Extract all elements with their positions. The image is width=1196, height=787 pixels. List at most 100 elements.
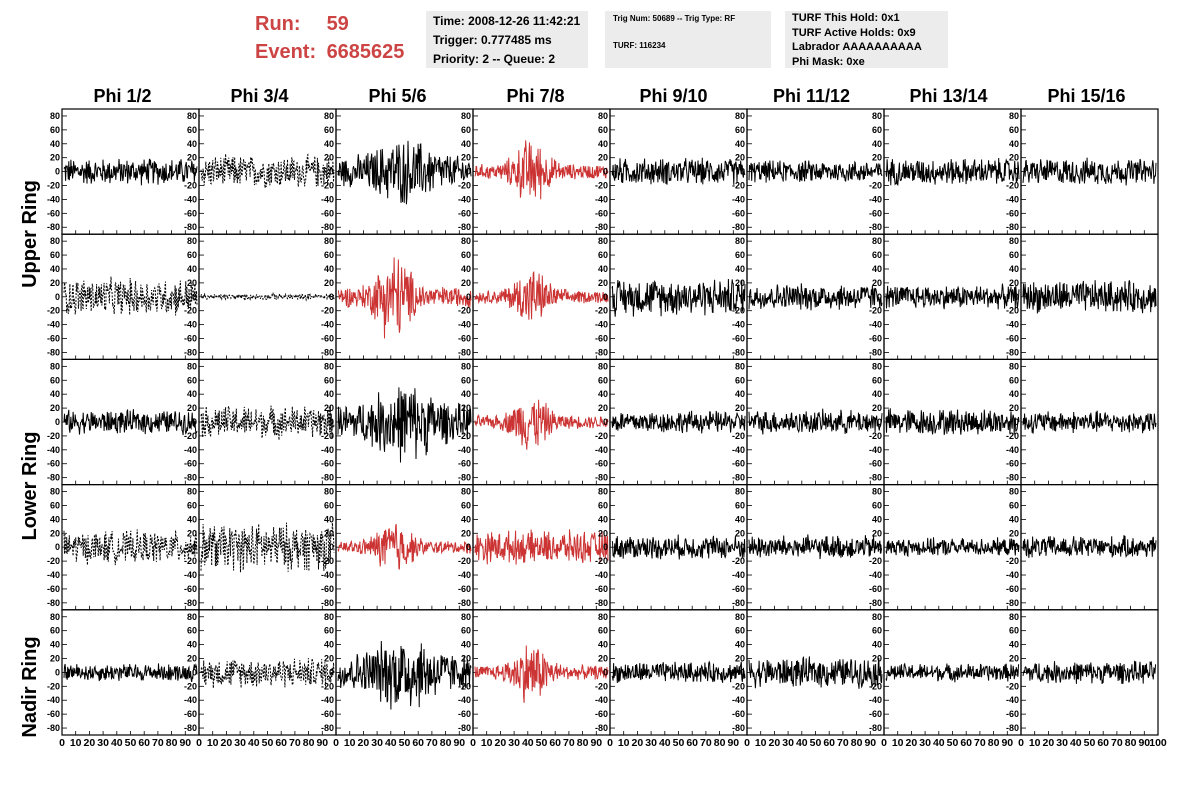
- y-tick-label: 60: [735, 375, 745, 385]
- y-tick-label: -60: [1006, 459, 1019, 469]
- y-tick-label: 40: [735, 640, 745, 650]
- y-tick-label: 20: [872, 528, 882, 538]
- panel-r1-c4: -80 -60 -40 -20 0 20 40 60 80: [458, 108, 611, 235]
- panel-r1-c1: -80 -60 -40 -20 0 20 40 60 80: [47, 108, 200, 235]
- y-tick-label: -40: [1006, 445, 1019, 455]
- y-tick-label: 80: [598, 361, 608, 371]
- y-tick-label: 40: [187, 640, 197, 650]
- y-tick-label: -60: [47, 459, 60, 469]
- y-tick-label: 60: [872, 250, 882, 260]
- waveform-trace: [337, 140, 472, 205]
- y-tick-label: 0: [192, 292, 197, 302]
- y-tick-label: 80: [598, 612, 608, 622]
- y-tick-label: -20: [732, 681, 745, 691]
- x-tick-label: 20: [906, 737, 918, 749]
- waveform-trace: [63, 662, 198, 682]
- y-tick-label: -80: [47, 473, 60, 483]
- waveform-trace: [1022, 410, 1157, 434]
- y-tick-label: 20: [324, 528, 334, 538]
- x-tick-label: 50: [810, 737, 822, 749]
- y-tick-label: 20: [1009, 403, 1019, 413]
- y-tick-label: -60: [869, 208, 882, 218]
- x-tick-label: 0: [744, 737, 750, 749]
- y-tick-label: 80: [50, 111, 60, 121]
- y-tick-label: -40: [1006, 695, 1019, 705]
- y-tick-label: 80: [872, 361, 882, 371]
- y-tick-label: 40: [598, 389, 608, 399]
- y-tick-label: -20: [1006, 306, 1019, 316]
- waveform-trace: [200, 522, 335, 573]
- y-tick-label: 0: [192, 417, 197, 427]
- y-tick-label: 40: [872, 264, 882, 274]
- x-tick-label: 90: [453, 737, 465, 749]
- trigger-box: Trig Num: 50689 -- Trig Type: RF TURF: 1…: [605, 11, 771, 68]
- x-tick-label: 0: [1018, 737, 1024, 749]
- y-tick-label: 40: [872, 514, 882, 524]
- x-tick-label: 20: [84, 737, 96, 749]
- x-tick-label: 20: [1043, 737, 1055, 749]
- y-tick-label: 40: [598, 139, 608, 149]
- y-tick-label: -20: [595, 431, 608, 441]
- y-tick-label: 80: [872, 111, 882, 121]
- turf-text: TURF: 116234: [613, 41, 666, 50]
- y-tick-label: 20: [461, 653, 471, 663]
- y-tick-label: -60: [458, 584, 471, 594]
- y-tick-label: -40: [47, 570, 60, 580]
- y-tick-label: -40: [869, 695, 882, 705]
- y-tick-label: 20: [1009, 153, 1019, 163]
- y-tick-label: -40: [458, 570, 471, 580]
- y-tick-label: -80: [732, 723, 745, 733]
- y-tick-label: -60: [1006, 709, 1019, 719]
- y-tick-label: 80: [461, 487, 471, 497]
- column-header-phi-13-14: Phi 13/14: [909, 86, 988, 106]
- y-tick-label: -40: [869, 445, 882, 455]
- y-tick-label: 0: [329, 417, 334, 427]
- x-tick-label: 90: [864, 737, 876, 749]
- y-tick-label: 80: [50, 236, 60, 246]
- y-tick-label: 60: [598, 250, 608, 260]
- y-tick-label: -20: [184, 556, 197, 566]
- panel-r4-c5: -80 -60 -40 -20 0 20 40 60 80: [595, 484, 748, 611]
- y-tick-label: 60: [1009, 125, 1019, 135]
- waveform-trace: [337, 524, 472, 570]
- y-tick-label: -40: [869, 194, 882, 204]
- waveform-trace: [200, 405, 335, 441]
- y-tick-label: 60: [598, 125, 608, 135]
- y-tick-label: 80: [187, 361, 197, 371]
- panel-r3-c6: -80 -60 -40 -20 0 20 40 60 80: [732, 358, 885, 486]
- y-tick-label: 80: [187, 612, 197, 622]
- x-tick-label: 70: [974, 737, 986, 749]
- y-tick-label: 20: [1009, 278, 1019, 288]
- y-tick-label: -40: [47, 320, 60, 330]
- y-tick-label: 80: [735, 236, 745, 246]
- panel-r4-c7: -80 -60 -40 -20 0 20 40 60 80: [869, 484, 1022, 611]
- y-tick-label: -40: [184, 320, 197, 330]
- waveform-trace: [63, 409, 198, 436]
- panel-r1-c7: -80 -60 -40 -20 0 20 40 60 80: [869, 108, 1022, 235]
- y-tick-label: -60: [458, 459, 471, 469]
- y-tick-label: 20: [50, 153, 60, 163]
- y-tick-label: 0: [1014, 542, 1019, 552]
- panel-r5-c5: -80 -60 -40 -20 0 20 40 60 80: [595, 609, 748, 736]
- y-tick-label: 0: [740, 167, 745, 177]
- y-tick-label: 40: [1009, 389, 1019, 399]
- y-tick-label: 20: [872, 653, 882, 663]
- y-tick-label: 20: [735, 403, 745, 413]
- panel-r2-c3: -80 -60 -40 -20 0 20 40 60 80: [321, 233, 474, 360]
- y-tick-label: 20: [598, 153, 608, 163]
- y-tick-label: 0: [329, 167, 334, 177]
- waveform-trace: [63, 276, 198, 316]
- y-tick-label: -80: [47, 347, 60, 357]
- panel-r3-c2: -80 -60 -40 -20 0 20 40 60 80: [184, 358, 337, 486]
- y-tick-label: 40: [461, 264, 471, 274]
- y-tick-label: -80: [184, 473, 197, 483]
- panel-r1-c8: -80 -60 -40 -20 0 20 40 60 80: [1006, 108, 1159, 235]
- y-tick-label: -80: [321, 222, 334, 232]
- waveform-trace: [63, 529, 198, 566]
- y-tick-label: -40: [595, 445, 608, 455]
- y-tick-label: -60: [732, 584, 745, 594]
- y-tick-label: -40: [184, 445, 197, 455]
- y-tick-label: -60: [321, 584, 334, 594]
- x-tick-label: 70: [426, 737, 438, 749]
- y-tick-label: -20: [184, 431, 197, 441]
